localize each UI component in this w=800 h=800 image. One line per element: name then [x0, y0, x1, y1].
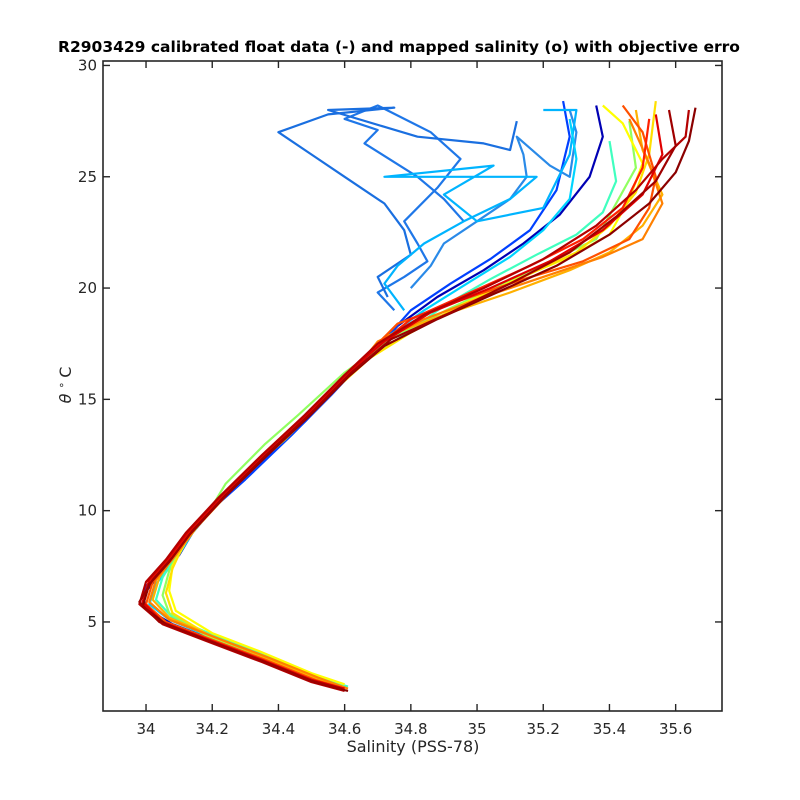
x-tick-label-4: 34.6: [328, 720, 361, 738]
y-axis-label-unit: C: [56, 367, 75, 378]
x-tick-label-5: 34.8: [394, 720, 427, 738]
series-layer: [138, 100, 697, 693]
x-axis: 34 34.2 34.4 34.6 34.8 35 35.2 35.4 35.6: [136, 61, 692, 738]
profile-line-15: [141, 118, 651, 690]
profile-line-19: [138, 109, 677, 690]
y-tick-label-2: 10: [78, 502, 97, 520]
y-axis-label-degree: ∘: [55, 382, 68, 389]
profile-line-11: [164, 100, 657, 688]
profile-line-14: [144, 104, 657, 690]
plot-frame: [102, 60, 723, 712]
profile-line-7: [148, 118, 578, 690]
svg-text:θ∘C: θ ∘ C: [55, 367, 75, 404]
profile-line-12: [151, 109, 664, 690]
y-tick-label-6: 30: [78, 56, 97, 74]
y-tick-label-3: 15: [78, 390, 97, 408]
y-tick-label-4: 20: [78, 279, 97, 297]
x-tick-label-6: 35: [468, 720, 487, 738]
y-axis-label: θ ∘ C: [55, 367, 75, 404]
profile-line-6: [383, 108, 578, 311]
chart-title: R2903429 calibrated float data (-) and m…: [58, 38, 740, 56]
profile-line-2: [141, 100, 571, 690]
x-tick-label-1: 34: [136, 720, 155, 738]
x-tick-label-9: 35.6: [659, 720, 692, 738]
profile-line-3: [343, 104, 465, 312]
profile-line-1: [141, 105, 604, 690]
y-axis-label-symbol: θ: [56, 393, 75, 403]
x-axis-label: Salinity (PSS-78): [347, 737, 480, 756]
y-tick-label-1: 5: [87, 613, 97, 631]
x-tick-label-2: 34.2: [196, 720, 229, 738]
x-tick-label-8: 35.4: [593, 720, 626, 738]
profile-line-8: [154, 140, 618, 688]
profile-line-16: [141, 114, 664, 690]
x-tick-label-3: 34.4: [262, 720, 295, 738]
profile-line-5: [409, 109, 578, 289]
profile-line-18: [141, 107, 697, 693]
y-tick-label-5: 25: [78, 168, 97, 186]
y-axis: 5 10 15 20 25 30: [78, 56, 722, 631]
profile-line-4: [277, 106, 518, 298]
profile-line-17: [138, 109, 690, 693]
x-tick-label-7: 35.2: [527, 720, 560, 738]
profile-line-13: [148, 118, 664, 690]
